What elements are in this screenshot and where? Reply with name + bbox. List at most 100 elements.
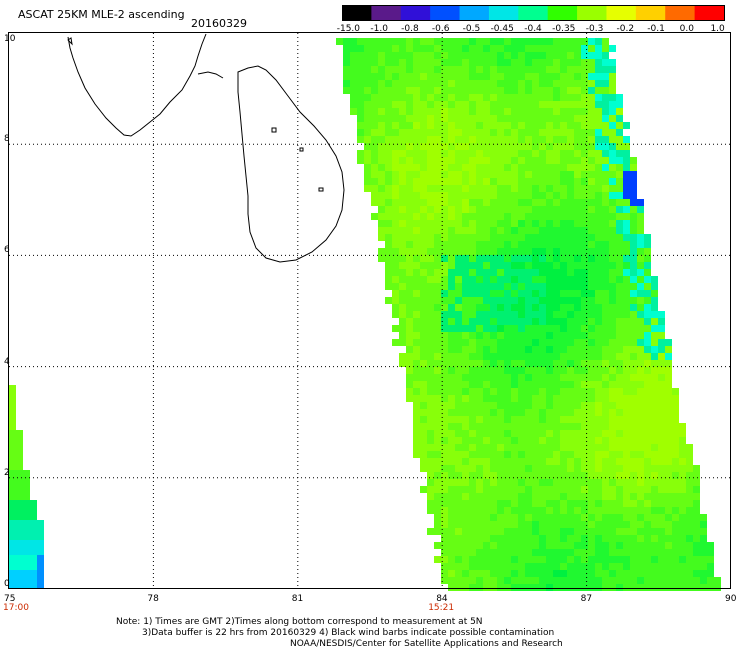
swath-cell <box>371 129 378 136</box>
swath-cell <box>560 206 567 213</box>
swath-cell <box>553 290 560 297</box>
swath-cell <box>476 304 483 311</box>
swath-cell <box>497 430 504 437</box>
swath-cell <box>525 178 532 185</box>
swath-cell <box>392 213 399 220</box>
swath-cell <box>525 472 532 479</box>
swath-cell <box>595 346 602 353</box>
swath-cell <box>490 227 497 234</box>
swath-cell <box>504 325 511 332</box>
swath-cell <box>567 528 574 535</box>
swath-cell <box>434 94 441 101</box>
swath-cell <box>350 45 357 52</box>
swath-cell <box>511 297 518 304</box>
swath-cell <box>609 80 616 87</box>
swath-cell <box>553 507 560 514</box>
swath-cell <box>455 45 462 52</box>
swath-cell <box>588 213 595 220</box>
swath-cell <box>539 101 546 108</box>
swath-cell <box>462 577 469 584</box>
swath-cell <box>399 353 406 360</box>
swath-cell <box>455 206 462 213</box>
swath-cell <box>560 213 567 220</box>
swath-cell <box>539 178 546 185</box>
swath-cell <box>651 353 658 360</box>
swath-cell <box>483 66 490 73</box>
swath-cell <box>595 451 602 458</box>
swath-cell <box>588 101 595 108</box>
swath-cell <box>602 178 609 185</box>
swath-cell <box>413 360 420 367</box>
swath-cell <box>651 346 658 353</box>
swath-cell <box>644 234 651 241</box>
swath-cell <box>483 507 490 514</box>
swath-cell <box>490 185 497 192</box>
swath-cell <box>532 59 539 66</box>
swath-cell <box>455 192 462 199</box>
swath-cell <box>364 136 371 143</box>
swath-cell <box>427 437 434 444</box>
swath-cell <box>539 206 546 213</box>
swath-cell <box>546 458 553 465</box>
swath-cell <box>343 87 350 94</box>
swath-cell <box>651 479 658 486</box>
swath-cell <box>581 206 588 213</box>
swath-cell <box>469 395 476 402</box>
swath-cell <box>595 199 602 206</box>
latitude-tick-label: 10 <box>4 34 16 44</box>
swath-cell <box>385 283 392 290</box>
swath-cell <box>588 108 595 115</box>
swath-cell <box>469 178 476 185</box>
swath-cell <box>574 283 581 290</box>
swath-cell <box>413 171 420 178</box>
swath-cell <box>609 87 616 94</box>
swath-cell <box>518 318 525 325</box>
swath-cell <box>476 59 483 66</box>
swath-cell <box>574 388 581 395</box>
swath-cell <box>644 507 651 514</box>
swath-cell <box>392 206 399 213</box>
swath-cell <box>483 360 490 367</box>
swath-cell <box>462 143 469 150</box>
swath-cell <box>637 388 644 395</box>
swath-cell <box>665 486 672 493</box>
swath-cell <box>455 409 462 416</box>
swath-cell <box>357 38 364 45</box>
swath-cell <box>693 542 700 549</box>
swath-cell <box>686 458 693 465</box>
swath-cell <box>574 493 581 500</box>
swath-cell <box>588 486 595 493</box>
swath-cell <box>637 542 644 549</box>
swath-cell <box>434 213 441 220</box>
swath-cell <box>504 108 511 115</box>
swath-cell <box>469 500 476 507</box>
swath-cell <box>560 59 567 66</box>
swath-cell <box>420 402 427 409</box>
swath-cell <box>504 206 511 213</box>
swath-cell <box>469 584 476 591</box>
swath-cell <box>644 262 651 269</box>
swath-cell <box>364 122 371 129</box>
swath-cell <box>623 388 630 395</box>
swath-cell <box>658 444 665 451</box>
swath-cell <box>490 115 497 122</box>
swath-cell <box>567 521 574 528</box>
swath-cell <box>448 409 455 416</box>
swath-cell <box>532 381 539 388</box>
swath-cell <box>441 199 448 206</box>
swath-cell <box>476 458 483 465</box>
swath-cell <box>385 73 392 80</box>
swath-cell <box>581 227 588 234</box>
swath-cell <box>553 430 560 437</box>
swath-cell <box>623 311 630 318</box>
swath-cell <box>378 87 385 94</box>
swath-cell <box>504 241 511 248</box>
swath-cell <box>420 150 427 157</box>
islet-3 <box>318 187 324 192</box>
swath-cell <box>553 115 560 122</box>
swath-cell <box>350 101 357 108</box>
swath-cell <box>595 514 602 521</box>
swath-cell <box>707 577 714 584</box>
swath-cell <box>483 206 490 213</box>
swath-cell <box>644 493 651 500</box>
